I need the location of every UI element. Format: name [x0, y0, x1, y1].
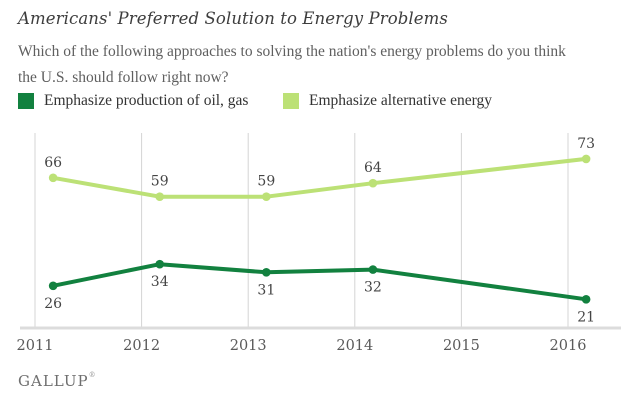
point-value-label: 34	[151, 274, 169, 290]
point-value-label: 21	[577, 309, 595, 325]
chart-subtitle-line2: the U.S. should follow right now?	[18, 69, 229, 86]
data-point	[155, 259, 165, 269]
gallup-logo: GALLUP®	[18, 371, 96, 391]
point-value-label: 31	[257, 282, 275, 298]
legend-item-alternative-energy: Emphasize alternative energy	[283, 92, 492, 110]
data-point	[581, 154, 591, 164]
point-value-label: 73	[577, 136, 595, 152]
gallup-logo-text: GALLUP	[18, 372, 89, 390]
data-point	[262, 268, 271, 277]
legend-swatch-alternative-energy	[283, 93, 299, 109]
data-point	[581, 295, 591, 304]
chart-title: Americans' Preferred Solution to Energy …	[18, 9, 448, 28]
x-axis-tick-label: 2011	[17, 338, 54, 354]
data-point	[155, 192, 165, 201]
legend-label-alternative-energy: Emphasize alternative energy	[309, 92, 493, 109]
x-axis-tick-label: 2014	[336, 338, 373, 354]
point-value-label: 64	[364, 160, 382, 176]
series-line	[51, 262, 589, 302]
point-value-label: 26	[44, 296, 62, 312]
x-axis-tick-label: 2013	[230, 338, 267, 354]
data-point	[48, 281, 58, 291]
x-axis-tick-label: 2016	[550, 338, 587, 354]
chart-subtitle-line1: Which of the following approaches to sol…	[18, 43, 566, 60]
x-axis-tick-label: 2012	[123, 338, 160, 354]
legend-item-oil-gas: Emphasize production of oil, gas	[18, 92, 248, 110]
legend-label-oil-gas: Emphasize production of oil, gas	[44, 92, 249, 109]
registered-trademark-icon: ®	[88, 371, 96, 379]
point-value-label: 66	[44, 155, 62, 171]
data-point	[262, 192, 271, 201]
point-value-label: 59	[151, 174, 169, 190]
data-point	[48, 173, 58, 183]
data-point	[368, 178, 378, 188]
data-point	[368, 265, 378, 274]
x-axis-tick-label: 2015	[443, 338, 480, 354]
legend-swatch-oil-gas	[18, 93, 34, 109]
chart-subtitle: Which of the following approaches to sol…	[18, 39, 566, 91]
point-value-label: 59	[257, 174, 275, 190]
point-value-label: 32	[364, 280, 382, 296]
series-line	[51, 156, 589, 199]
